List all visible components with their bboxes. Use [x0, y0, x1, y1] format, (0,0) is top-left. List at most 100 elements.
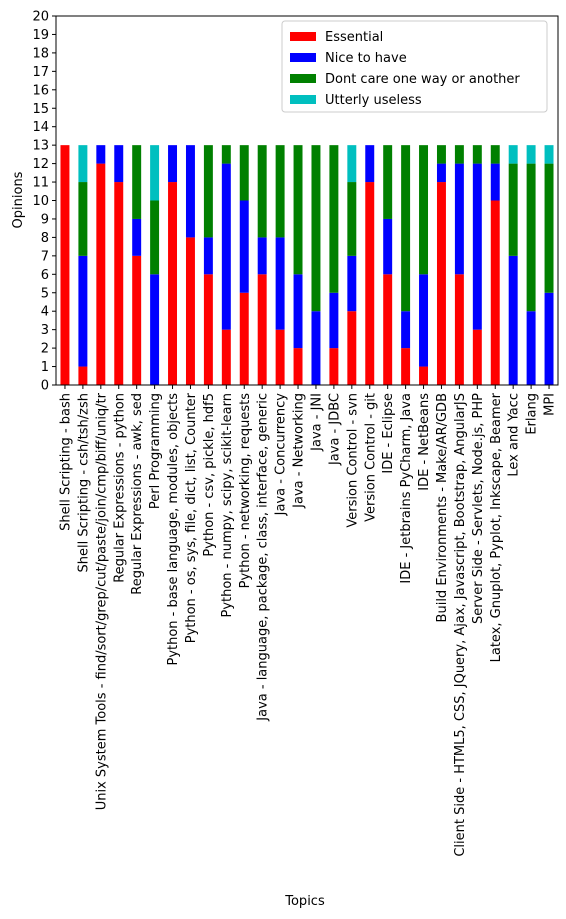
x-tick-label: MPI [543, 393, 558, 416]
y-tick-label: 2 [41, 342, 49, 357]
bar-segment [203, 274, 213, 385]
bar-segment [114, 182, 124, 385]
bar-segment [401, 145, 411, 312]
y-tick-label: 3 [41, 323, 49, 338]
legend-swatch [290, 53, 316, 62]
bar-segment [544, 163, 554, 293]
y-tick-label: 10 [32, 194, 49, 209]
bar-segment [329, 348, 339, 385]
bar-segment [275, 145, 285, 238]
bar-segment [150, 145, 160, 201]
x-tick-label: Erlang [525, 393, 540, 435]
bar-segment [383, 218, 393, 275]
bar-segment [401, 348, 411, 385]
legend-label: Nice to have [325, 51, 407, 66]
bar-segment [311, 311, 321, 385]
legend-swatch [290, 32, 316, 41]
x-tick-label: IDE - NetBeans [417, 393, 432, 491]
bar-segment [454, 145, 464, 164]
bar-segment [132, 255, 142, 385]
bar-segment [239, 200, 249, 293]
bar-segment [526, 311, 536, 385]
x-tick-label: Python - csv, pickle, hdf5 [202, 393, 217, 557]
x-tick-label: Build Environments - Make/AR/GDB [435, 393, 450, 622]
bar-segment [78, 366, 88, 385]
legend-box [281, 20, 548, 113]
legend-swatch [290, 95, 316, 104]
y-tick-label: 16 [32, 83, 49, 98]
bar-segment [383, 145, 393, 219]
bar-segment [383, 274, 393, 385]
y-tick-label: 8 [41, 231, 49, 246]
bar-segment [329, 292, 339, 349]
y-tick-label: 5 [41, 286, 49, 301]
legend-label: Essential [325, 30, 383, 45]
bar-segment [221, 145, 231, 164]
y-tick-label: 7 [41, 249, 49, 264]
x-tick-label: Python - base language, modules, objects [166, 393, 181, 666]
x-tick-label: Latex, Gnuplot, Pyplot, Inkscape, Beamer [489, 392, 504, 662]
bar-segment [221, 163, 231, 330]
bar-segment [490, 145, 500, 164]
x-tick-label: Java - language, package, class, interfa… [256, 393, 271, 722]
x-tick-label: Version Control - svn [345, 393, 360, 528]
bar-segment [293, 348, 303, 385]
y-tick-label: 20 [32, 10, 49, 25]
bar-segment [544, 292, 554, 385]
legend-label: Utterly useless [325, 93, 422, 108]
x-tick-label: Java - JDBC [327, 393, 342, 466]
x-tick-label: Perl Programming [148, 393, 163, 509]
y-tick-label: 4 [41, 305, 49, 320]
bar-segment [78, 145, 88, 183]
bar-segment [78, 182, 88, 256]
bar-segment [275, 329, 285, 385]
x-tick-label: Version Control - git [363, 393, 378, 522]
bar-segment [419, 274, 429, 367]
y-tick-label: 15 [32, 102, 49, 117]
bar-segment [185, 237, 195, 385]
bar-segment [508, 163, 518, 256]
x-tick-label: Java - Networking [292, 393, 307, 509]
bar-segment [150, 200, 160, 275]
x-tick-label: Shell Scripting - csh/tsh/zsh [76, 393, 91, 572]
y-tick-label: 12 [32, 157, 49, 172]
bar-segment [293, 274, 303, 349]
bar-segment [257, 237, 267, 275]
x-tick-label: IDE - Eclipse [381, 393, 396, 474]
bar-segment [185, 145, 195, 238]
bar-segment [150, 274, 160, 385]
bar-segment [365, 145, 375, 183]
bar-segment [132, 145, 142, 219]
bar-segment [508, 255, 518, 385]
y-tick-label: 1 [41, 360, 49, 375]
bar-segment [419, 145, 429, 275]
bar-segment [60, 145, 70, 385]
bar-segment [221, 329, 231, 385]
bar-segment [454, 163, 464, 275]
bar-segment [347, 255, 357, 312]
bar-segment [239, 292, 249, 385]
bar-segment [526, 163, 536, 312]
bar-segment [508, 145, 518, 164]
bar-segment [203, 145, 213, 238]
bar-segment [436, 145, 446, 164]
y-tick-label: 19 [32, 28, 49, 43]
bar-segment [203, 237, 213, 275]
x-tick-label: IDE - Jetbrains PyCharm, Java [399, 393, 414, 584]
bar-segment [168, 145, 178, 183]
y-tick-label: 6 [41, 268, 49, 283]
bar-segment [490, 163, 500, 201]
bar-segment [401, 311, 411, 349]
bar-segment [275, 237, 285, 330]
x-tick-label: Client Side - HTML5, CSS, JQuery, Ajax, … [453, 393, 468, 857]
y-tick-label: 18 [32, 46, 49, 61]
bar-segment [347, 182, 357, 256]
bar-segment [96, 145, 106, 164]
legend-swatch [290, 74, 316, 83]
y-tick-label: 17 [32, 65, 49, 80]
bar-segment [257, 274, 267, 385]
legend-label: Dont care one way or another [325, 72, 520, 87]
y-tick-label: 13 [32, 139, 49, 154]
